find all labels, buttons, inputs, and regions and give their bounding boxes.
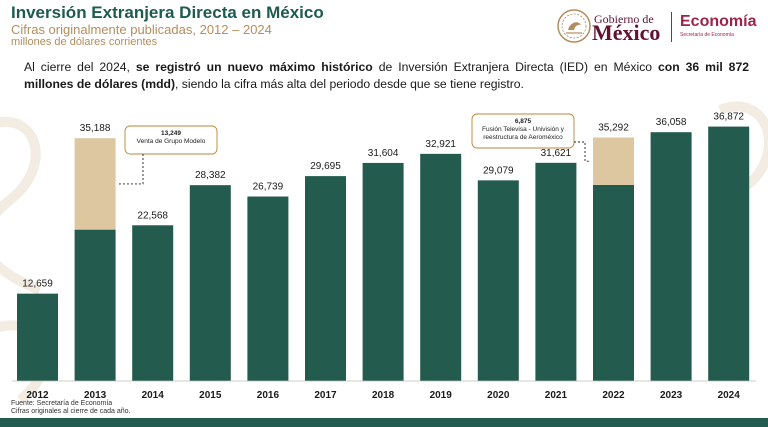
value-label-2016: 26,739 (253, 182, 284, 193)
intro-bold-2: con 36 mil 872 millones de dólares (mdd) (24, 60, 750, 91)
bar-2013 (74, 229, 116, 381)
bar-2019 (420, 153, 462, 381)
annotation-connector-2013 (118, 154, 144, 185)
annotation-connector-2022 (574, 141, 590, 162)
bar-2024 (708, 126, 750, 382)
footer-note: Cifras originales al cierre de cada año. (11, 408, 131, 415)
gov-label-small: Gobierno de (594, 12, 654, 26)
value-label-2020: 29,079 (483, 165, 514, 176)
value-label-2013: 35,188 (80, 123, 111, 134)
bar-2012 (17, 293, 58, 381)
x-tick-2012: 2012 (26, 390, 49, 401)
bar-2014 (132, 225, 174, 381)
value-label-2022: 35,292 (598, 122, 629, 133)
annotation-value-2022: 6,875 (515, 118, 532, 125)
intro-text-1: Al cierre del 2024, (24, 60, 136, 74)
value-label-2018: 31,604 (368, 148, 399, 159)
value-label-2017: 29,695 (310, 161, 341, 172)
x-tick-2022: 2022 (602, 390, 625, 401)
value-label-2012: 12,659 (22, 279, 53, 290)
intro-bold-1: se registró un nuevo máximo histórico (135, 60, 373, 74)
x-tick-2013: 2013 (84, 390, 107, 401)
footer: Fuente: Secretaría de Economía Cifras ori… (11, 400, 130, 416)
value-label-2023: 36,058 (656, 117, 687, 128)
bar-2022 (593, 184, 634, 381)
intro-text-2: de Inversión Extranjera Directa (IED) en… (372, 60, 659, 74)
annotation-value-2013: 13,249 (161, 130, 181, 137)
x-tick-2015: 2015 (199, 390, 222, 401)
value-label-2019: 32,921 (425, 139, 456, 150)
gov-label-big: México (592, 20, 661, 45)
page-subtitle: Cifras originalmente publicadas, 2012 – … (11, 22, 272, 37)
x-tick-2019: 2019 (430, 390, 453, 401)
national-seal-icon (557, 9, 591, 43)
bar-extra-2022 (593, 137, 634, 185)
bar-extra-2013 (74, 138, 116, 230)
annotation-text-2022: reestructura de Aeroméxico (483, 134, 563, 141)
x-tick-2021: 2021 (545, 390, 568, 401)
x-tick-2014: 2014 (142, 390, 165, 401)
x-tick-2024: 2024 (718, 390, 741, 401)
bar-2016 (247, 196, 289, 381)
page-title: Inversión Extranjera Directa en México (11, 3, 324, 22)
economia-sublabel: Secretaría de Economía (680, 32, 734, 38)
value-label-2024: 36,872 (713, 112, 744, 123)
units-label: millones de dólares corrientes (11, 36, 158, 48)
bar-2020 (477, 180, 519, 381)
annotation-text-2013: Venta de Grupo Modelo (137, 138, 206, 145)
bar-2017 (305, 176, 346, 381)
value-label-2021: 31,621 (541, 148, 572, 159)
x-tick-2023: 2023 (660, 390, 683, 401)
x-tick-2020: 2020 (487, 390, 510, 401)
bar-2018 (362, 162, 404, 381)
footer-source: Fuente: Secretaría de Economía (11, 400, 113, 407)
bar-2021 (535, 162, 577, 381)
value-label-2015: 28,382 (195, 170, 226, 181)
annotation-box-2022 (471, 113, 575, 149)
bottom-bar (0, 418, 768, 427)
x-tick-2018: 2018 (372, 390, 395, 401)
bar-2015 (189, 185, 231, 381)
x-tick-2016: 2016 (257, 390, 280, 401)
annotation-text-2022: Fusión Televisa - Univisión y (482, 126, 565, 133)
bar-2023 (650, 132, 692, 381)
intro-paragraph: Al cierre del 2024, se registró un nuevo… (24, 59, 749, 93)
government-logo: Gobierno de México Economía Secretaría d… (556, 8, 761, 48)
intro-text-3: , siendo la cifra más alta del periodo d… (175, 77, 524, 91)
annotation-box-2013 (124, 125, 218, 155)
economia-label: Economía (680, 13, 757, 30)
x-tick-2017: 2017 (314, 390, 337, 401)
value-label-2014: 22,568 (137, 210, 168, 221)
logo-divider (671, 12, 672, 42)
